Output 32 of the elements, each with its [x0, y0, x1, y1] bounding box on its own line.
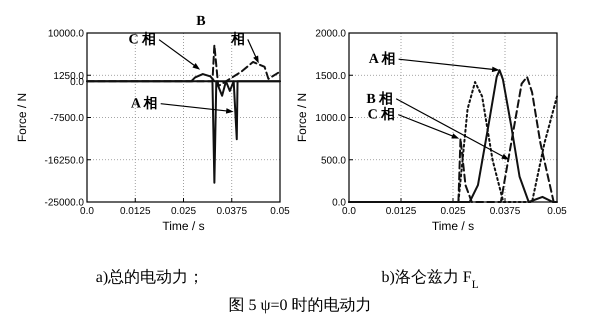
y-tick-label: -7500.0: [50, 113, 84, 124]
annotation: B 相: [366, 90, 394, 107]
x-tick-label: 0.0375: [490, 206, 521, 217]
x-tick-label: 0.0125: [120, 206, 151, 217]
y-tick-label: 0.0: [332, 198, 346, 208]
x-tick-label: 0.025: [440, 206, 466, 217]
y-tick-label: -16250.0: [44, 155, 84, 166]
annotation: A 相: [130, 96, 158, 112]
y-tick-label: 2000.0: [315, 28, 346, 40]
y-tick-label: 0.0: [70, 76, 84, 88]
y-axis-title: Force / N: [295, 92, 309, 142]
y-tick-label: 10000.0: [48, 28, 84, 40]
annotation: C 相: [368, 106, 396, 123]
x-axis-title: Time / s: [162, 219, 205, 233]
x-tick-label: 0.05: [270, 206, 290, 217]
y-tick-label: 1500.0: [315, 70, 346, 82]
x-axis-title: Time / s: [432, 219, 474, 233]
annotation: B: [196, 14, 206, 30]
text: b)洛仑兹力 F$_{L}$: [381, 268, 479, 291]
text: a)总的电动力；: [96, 268, 204, 286]
y-tick-label: 1000.0: [315, 113, 346, 124]
x-tick-label: 0.05: [547, 206, 568, 217]
x-tick-label: 0.025: [170, 206, 196, 217]
y-tick-label: 500.0: [320, 155, 346, 166]
y-axis-title: Force / N: [15, 92, 29, 142]
x-tick-label: 0.0: [342, 206, 356, 217]
x-tick-label: 0.0375: [216, 206, 248, 217]
y-tick-label: -25000.0: [44, 198, 84, 208]
annotation: A 相: [368, 51, 396, 68]
x-tick-label: 0.0125: [386, 206, 417, 217]
caption: 图 5 ψ=0 时的电动力: [228, 296, 372, 314]
x-tick-label: 0.0: [80, 206, 94, 217]
